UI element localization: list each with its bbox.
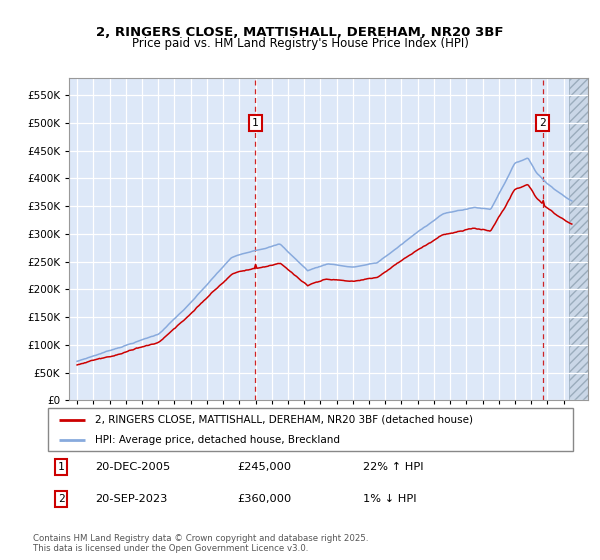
Bar [569, 78, 588, 400]
Text: 20-DEC-2005: 20-DEC-2005 [95, 462, 170, 472]
Text: 20-SEP-2023: 20-SEP-2023 [95, 494, 167, 504]
Text: Contains HM Land Registry data © Crown copyright and database right 2025.
This d: Contains HM Land Registry data © Crown c… [33, 534, 368, 553]
Text: HPI: Average price, detached house, Breckland: HPI: Average price, detached house, Brec… [95, 435, 340, 445]
Text: 1% ↓ HPI: 1% ↓ HPI [363, 494, 416, 504]
Bar [569, 78, 588, 400]
Text: Price paid vs. HM Land Registry's House Price Index (HPI): Price paid vs. HM Land Registry's House … [131, 37, 469, 50]
Text: 2: 2 [58, 494, 65, 504]
Text: 1: 1 [251, 118, 259, 128]
Text: 1: 1 [58, 462, 65, 472]
Text: 2, RINGERS CLOSE, MATTISHALL, DEREHAM, NR20 3BF (detached house): 2, RINGERS CLOSE, MATTISHALL, DEREHAM, N… [95, 415, 473, 424]
Text: 22% ↑ HPI: 22% ↑ HPI [363, 462, 424, 472]
FancyBboxPatch shape [48, 408, 573, 451]
Text: 2, RINGERS CLOSE, MATTISHALL, DEREHAM, NR20 3BF: 2, RINGERS CLOSE, MATTISHALL, DEREHAM, N… [96, 26, 504, 39]
Text: 2: 2 [539, 118, 546, 128]
Text: £245,000: £245,000 [237, 462, 291, 472]
Text: £360,000: £360,000 [237, 494, 291, 504]
